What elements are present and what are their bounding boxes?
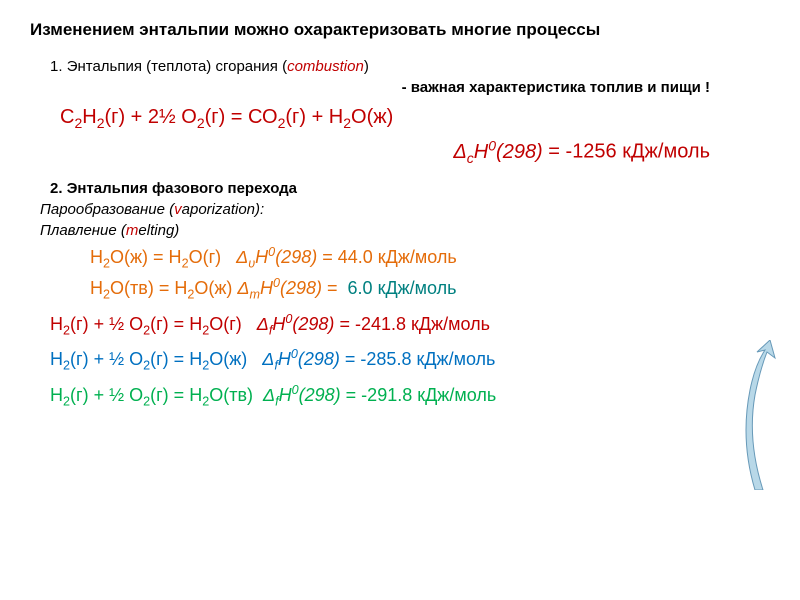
curved-arrow-icon: [735, 340, 785, 490]
section1-name: Энтальпия (теплота) сгорания: [67, 58, 278, 75]
vapor-letter: v: [174, 201, 182, 218]
combustion-equation: С2Н2(г) + 2½ О2(г) = СО2(г) + Н2О(ж): [60, 106, 770, 131]
melt-letter: m: [126, 222, 139, 239]
formation-eq-gas: Н2(г) + ½ О2(г) = Н2О(г) ΔfH0(298) = -24…: [50, 312, 770, 338]
vaporization-eq: Н2О(ж) = Н2О(г) ΔυH0(298) = 44.0 кДж/мол…: [90, 245, 770, 271]
section1-header: 1. Энтальпия (теплота) сгорания (combust…: [50, 58, 770, 75]
melt-rest: elting: [138, 222, 174, 239]
melt-ru: Плавление: [40, 222, 117, 239]
melting-eq: Н2О(тв) = Н2О(ж) ΔmH0(298) = 6.0 кДж/мол…: [90, 276, 770, 302]
melting-label: Плавление (melting): [40, 222, 770, 239]
section2-name: Энтальпия фазового перехода: [67, 180, 297, 197]
section1-number: 1.: [50, 58, 63, 75]
vapor-rest: aporization: [182, 201, 255, 218]
formation-eq-liquid: Н2(г) + ½ О2(г) = Н2О(ж) ΔfH0(298) = -28…: [50, 347, 770, 373]
section2-number: 2.: [50, 180, 63, 197]
vaporization-label: Парообразование (vaporization):: [40, 201, 770, 218]
section2-header: 2. Энтальпия фазового перехода: [50, 180, 770, 197]
formation-eq-solid: Н2(г) + ½ О2(г) = Н2О(тв) ΔfH0(298) = -2…: [50, 383, 770, 409]
section1-name-en: combustion: [287, 58, 364, 75]
combustion-delta: ΔcH0(298) = -1256 кДж/моль: [30, 137, 710, 166]
section1-subtitle: - важная характеристика топлив и пищи !: [30, 79, 710, 96]
vapor-ru: Парообразование: [40, 201, 165, 218]
page-title: Изменением энтальпии можно охарактеризов…: [30, 20, 770, 40]
